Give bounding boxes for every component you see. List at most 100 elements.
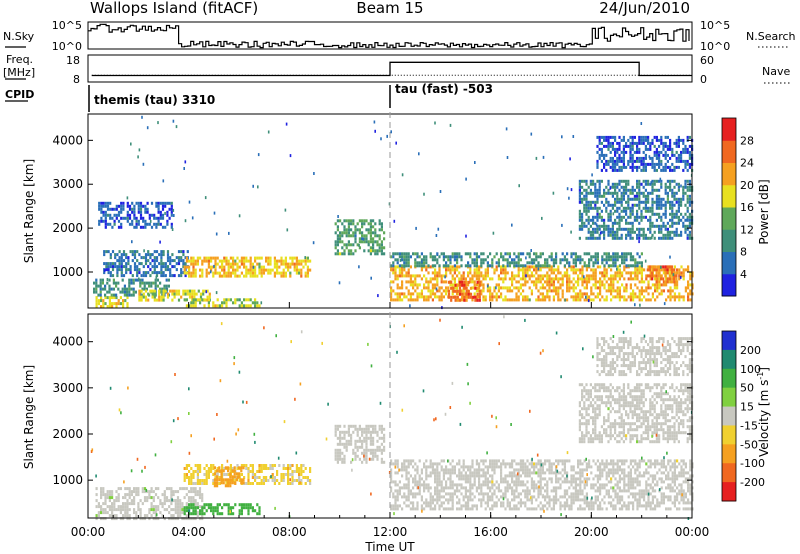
data-cell — [159, 222, 162, 226]
data-cell — [456, 286, 459, 290]
data-cell — [409, 292, 412, 296]
data-cell — [306, 256, 309, 260]
data-cell — [541, 252, 544, 256]
data-cell — [634, 292, 637, 296]
data-cell — [142, 265, 145, 269]
data-cell — [458, 507, 461, 511]
data-cell — [598, 188, 601, 192]
data-cell — [126, 296, 129, 300]
data-cell — [150, 514, 153, 518]
data-cell — [407, 274, 410, 278]
data-cell — [115, 514, 118, 518]
data-cell — [660, 185, 663, 189]
data-cell — [631, 162, 634, 166]
data-cell — [192, 487, 195, 491]
data-cell — [548, 298, 551, 302]
data-cell — [157, 210, 160, 214]
data-cell — [143, 517, 147, 521]
data-cell — [427, 474, 430, 478]
data-cell — [183, 487, 186, 491]
data-cell — [482, 462, 485, 466]
data-cell — [420, 289, 423, 293]
data-cell — [412, 286, 415, 290]
data-cell — [122, 265, 126, 269]
data-cell — [434, 462, 437, 466]
data-cell — [471, 504, 474, 508]
data-cell — [653, 188, 656, 192]
data-cell — [581, 218, 584, 222]
data-cell — [125, 253, 128, 257]
data-cell — [614, 255, 617, 259]
data-cell — [491, 504, 494, 508]
data-cell — [196, 262, 199, 266]
data-cell — [638, 227, 641, 231]
data-cell — [660, 197, 663, 201]
data-cell — [164, 225, 167, 229]
data-cell — [383, 433, 386, 437]
data-cell — [170, 487, 173, 491]
data-cell — [181, 517, 184, 521]
data-cell — [533, 283, 536, 287]
data-cell — [577, 280, 580, 284]
data-cell — [460, 274, 463, 278]
data-cell — [155, 298, 159, 302]
data-cell — [638, 182, 641, 186]
data-cell — [425, 280, 428, 284]
data-cell — [669, 224, 672, 228]
data-cell — [131, 274, 134, 278]
data-cell — [111, 268, 115, 272]
data-cell — [434, 268, 437, 272]
data-cell — [475, 474, 478, 478]
data-cell — [93, 290, 96, 294]
data-cell — [425, 265, 428, 269]
data-cell — [458, 277, 461, 281]
data-cell — [564, 298, 566, 302]
data-cell — [666, 197, 669, 201]
data-cell — [451, 492, 454, 496]
data-cell — [345, 234, 348, 238]
data-cell — [645, 277, 648, 281]
data-cell — [572, 298, 575, 302]
data-cell — [367, 222, 370, 226]
data-cell — [644, 168, 647, 172]
data-cell — [631, 165, 634, 169]
data-cell — [254, 271, 257, 275]
data-cell — [601, 280, 604, 284]
data-cell — [500, 495, 503, 499]
data-cell — [688, 233, 691, 237]
data-cell — [493, 468, 496, 472]
data-cell — [251, 301, 254, 305]
data-cell — [568, 261, 571, 265]
data-cell — [583, 188, 586, 192]
data-cell — [185, 271, 188, 275]
data-cell — [640, 159, 643, 163]
data-cell — [162, 274, 165, 278]
data-cell — [300, 262, 303, 266]
data-cell — [649, 191, 652, 195]
data-cell — [100, 299, 103, 303]
data-cell — [249, 256, 252, 260]
data-cell — [662, 141, 665, 145]
data-cell — [607, 277, 610, 281]
data-cell — [188, 259, 191, 263]
data-cell — [206, 289, 209, 293]
data-cell — [256, 512, 259, 516]
data-cell — [541, 264, 544, 268]
data-cell — [658, 153, 661, 157]
data-cell — [478, 462, 481, 466]
data-cell — [420, 468, 423, 472]
data-cell — [142, 162, 145, 166]
data-cell — [627, 295, 630, 299]
data-cell — [245, 265, 248, 269]
data-cell — [152, 511, 155, 515]
data-cell — [131, 222, 134, 226]
data-cell — [588, 258, 591, 262]
data-cell — [476, 286, 479, 290]
data-cell — [677, 209, 680, 213]
data-cell — [186, 292, 189, 296]
data-cell — [680, 153, 683, 157]
data-cell — [95, 296, 98, 300]
data-cell — [638, 265, 641, 269]
data-cell — [676, 295, 679, 299]
data-cell — [334, 246, 337, 250]
